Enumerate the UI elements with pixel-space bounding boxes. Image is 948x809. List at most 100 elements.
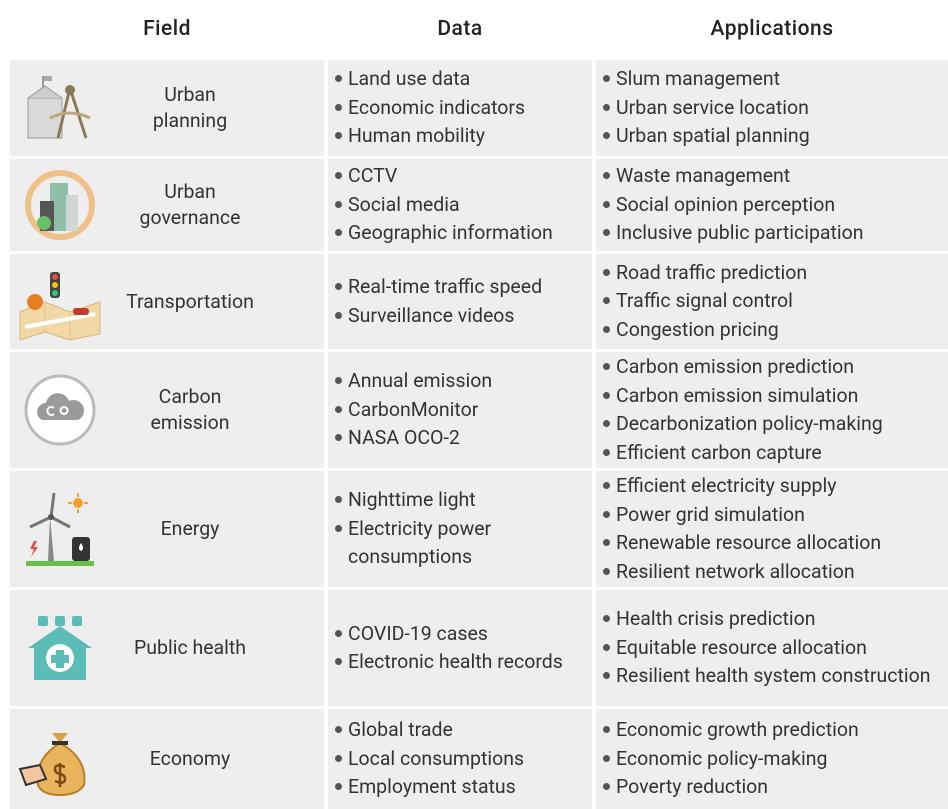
applications-item: Efficient carbon capture bbox=[616, 439, 944, 468]
field-cell: Carbon emission bbox=[10, 352, 324, 468]
data-item: Electricity power consumptions bbox=[348, 515, 584, 572]
data-item: Real-time traffic speed bbox=[348, 273, 584, 302]
field-name-line: Public health bbox=[120, 635, 260, 661]
bullet bbox=[603, 615, 610, 622]
bullet bbox=[603, 392, 610, 399]
field-name-line: Energy bbox=[120, 516, 260, 542]
bullet bbox=[335, 726, 342, 733]
applications-text: Economic policy-making bbox=[616, 747, 827, 770]
bullet bbox=[603, 644, 610, 651]
data-text: Human mobility bbox=[348, 124, 485, 147]
applications-cell: Waste management Social opinion perceptio… bbox=[596, 159, 948, 251]
applications-text: Renewable resource allocation bbox=[616, 531, 881, 554]
applications-item: Resilient network allocation bbox=[616, 558, 944, 587]
applications-text: Social opinion perception bbox=[616, 193, 835, 216]
applications-item: Resilient health system construction bbox=[616, 662, 944, 691]
applications-text: Carbon emission prediction bbox=[616, 355, 854, 378]
data-item: CarbonMonitor bbox=[348, 396, 584, 425]
applications-item: Equitable resource allocation bbox=[616, 634, 944, 663]
bullet bbox=[603, 539, 610, 546]
applications-item: Congestion pricing bbox=[616, 316, 944, 345]
applications-list: Carbon emission prediction Carbon emissio… bbox=[596, 352, 948, 468]
field-name-line: planning bbox=[120, 108, 260, 134]
applications-text: Power grid simulation bbox=[616, 503, 805, 526]
bullet bbox=[603, 363, 610, 370]
bullet bbox=[335, 434, 342, 441]
data-text: Nighttime light bbox=[348, 488, 476, 511]
bullet bbox=[603, 726, 610, 733]
data-item: Local consumptions bbox=[348, 745, 584, 774]
applications-item: Renewable resource allocation bbox=[616, 529, 944, 558]
icon-graphic bbox=[20, 487, 100, 571]
applications-list: Waste management Social opinion perceptio… bbox=[596, 159, 948, 251]
data-item: Annual emission bbox=[348, 367, 584, 396]
applications-text: Resilient network allocation bbox=[616, 560, 855, 583]
data-item: Social media bbox=[348, 191, 584, 220]
field-name: Transportation bbox=[120, 289, 260, 315]
data-list: Nighttime light Electricity power consump… bbox=[328, 471, 592, 587]
bullet bbox=[335, 496, 342, 503]
data-item: Employment status bbox=[348, 773, 584, 802]
bullet bbox=[603, 297, 610, 304]
data-cell: Nighttime light Electricity power consump… bbox=[328, 471, 592, 587]
icon-graphic bbox=[18, 719, 102, 799]
bullet bbox=[603, 568, 610, 575]
applications-text: Equitable resource allocation bbox=[616, 636, 867, 659]
applications-item: Urban service location bbox=[616, 94, 944, 123]
bullet bbox=[335, 630, 342, 637]
applications-text: Resilient health system construction bbox=[616, 664, 931, 687]
header-applications: Applications bbox=[596, 0, 948, 57]
field-cell: Energy bbox=[10, 471, 324, 587]
data-text: Annual emission bbox=[348, 369, 492, 392]
field-name: Economy bbox=[120, 746, 260, 772]
field-cell: Economy bbox=[10, 709, 324, 809]
field-name-line: Urban bbox=[120, 179, 260, 205]
data-text: Global trade bbox=[348, 718, 453, 741]
applications-item: Urban spatial planning bbox=[616, 122, 944, 151]
applications-text: Efficient carbon capture bbox=[616, 441, 822, 464]
bullet bbox=[603, 482, 610, 489]
field-icon bbox=[10, 60, 110, 156]
applications-item: Carbon emission simulation bbox=[616, 382, 944, 411]
data-item: CCTV bbox=[348, 162, 584, 191]
data-item: Land use data bbox=[348, 65, 584, 94]
applications-text: Congestion pricing bbox=[616, 318, 779, 341]
data-text: Real-time traffic speed bbox=[348, 275, 542, 298]
applications-text: Waste management bbox=[616, 164, 790, 187]
header-field: Field bbox=[10, 0, 324, 57]
field-name-line: Economy bbox=[120, 746, 260, 772]
applications-text: Urban spatial planning bbox=[616, 124, 810, 147]
bullet bbox=[603, 201, 610, 208]
bullet bbox=[335, 201, 342, 208]
bullet bbox=[603, 449, 610, 456]
applications-cell: Carbon emission prediction Carbon emissio… bbox=[596, 352, 948, 468]
bullet bbox=[603, 229, 610, 236]
data-text: Electronic health records bbox=[348, 650, 563, 673]
applications-item: Economic policy-making bbox=[616, 745, 944, 774]
applications-item: Decarbonization policy-making bbox=[616, 410, 944, 439]
bullet bbox=[603, 75, 610, 82]
field-icon bbox=[10, 709, 110, 809]
bullet bbox=[335, 132, 342, 139]
applications-item: Health crisis prediction bbox=[616, 605, 944, 634]
applications-item: Traffic signal control bbox=[616, 287, 944, 316]
icon-graphic bbox=[20, 608, 100, 688]
field-name: Energy bbox=[120, 516, 260, 542]
field-cell: Transportation bbox=[10, 254, 324, 349]
bullet bbox=[603, 269, 610, 276]
data-item: Surveillance videos bbox=[348, 302, 584, 331]
bullet bbox=[603, 672, 610, 679]
